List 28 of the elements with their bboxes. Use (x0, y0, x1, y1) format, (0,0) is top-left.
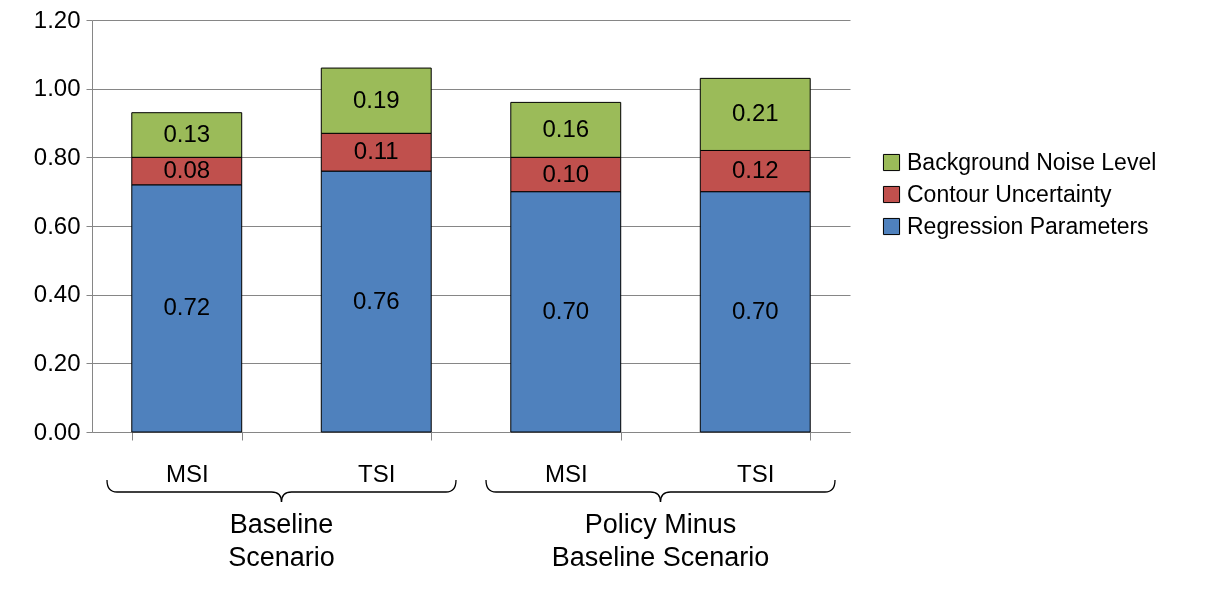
data-label: 0.72 (163, 293, 211, 321)
x-tick-label: TSI (358, 459, 396, 487)
text: Baseline Scenario (227, 508, 336, 574)
y-tick-label: 1.20 (33, 5, 81, 33)
y-tick-label: 0.00 (33, 417, 81, 445)
text: Policy Minus Baseline Scenario (550, 508, 771, 574)
legend-label: Contour Uncertainty (907, 180, 1113, 207)
legend-label: Background Noise Level (907, 148, 1157, 175)
data-label: 0.76 (352, 286, 400, 314)
y-tick-label: 1.00 (33, 74, 81, 102)
data-label: 0.12 (731, 156, 779, 184)
x-tick-label: TSI (737, 459, 775, 487)
data-label: 0.19 (352, 85, 400, 113)
data-label: 0.08 (163, 156, 211, 184)
data-label: 0.70 (731, 296, 779, 324)
y-tick-label: 0.80 (33, 142, 81, 170)
y-tick-label: 0.40 (33, 280, 81, 308)
data-label: 0.16 (542, 114, 590, 142)
data-label: 0.70 (542, 296, 590, 324)
legend-label: Regression Parameters (907, 212, 1149, 239)
y-tick-label: 0.20 (33, 348, 81, 376)
x-tick-label: MSI (544, 459, 588, 487)
data-label: 0.21 (731, 99, 779, 127)
data-label: 0.10 (542, 159, 590, 187)
y-tick-label: 0.60 (33, 211, 81, 239)
data-label: 0.13 (163, 120, 211, 148)
x-tick-label: MSI (165, 459, 209, 487)
data-label: 0.11 (353, 137, 399, 165)
